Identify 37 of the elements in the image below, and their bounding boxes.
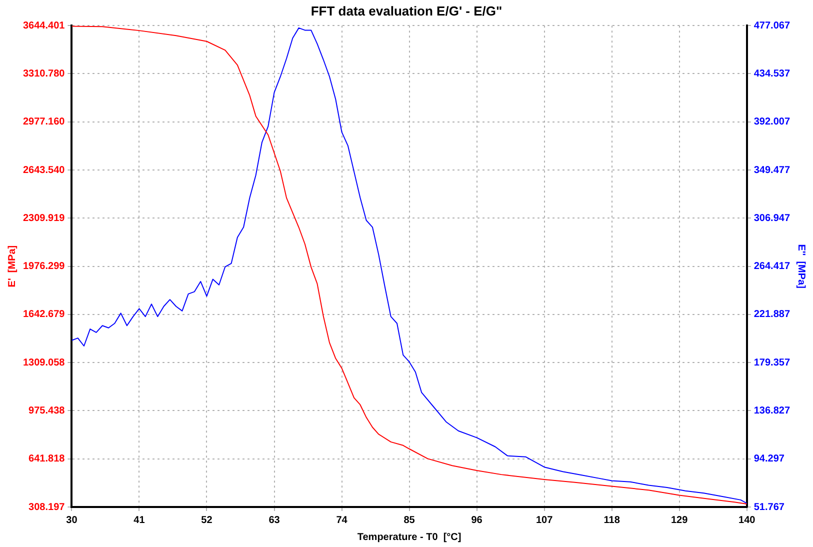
y-axis-title: E' [MPa] xyxy=(6,245,18,288)
y2-tick-label: 264.417 xyxy=(754,261,790,272)
x-tick-label: 129 xyxy=(670,514,688,526)
x-tick-label: 96 xyxy=(471,514,483,526)
y2-tick-label: 434.537 xyxy=(754,68,790,80)
x-tick-label: 107 xyxy=(536,514,554,526)
y2-tick-label: 306.947 xyxy=(754,212,790,224)
x-tick-label: 63 xyxy=(268,514,280,526)
y-tick-label: 641.818 xyxy=(28,454,66,465)
x-tick-label: 118 xyxy=(604,514,620,526)
y-tick-label: 975.438 xyxy=(28,405,66,416)
y-tick-label: 308.197 xyxy=(28,502,66,513)
y2-tick-label: 51.767 xyxy=(754,502,785,513)
y-tick-label: 2977.160 xyxy=(22,116,66,128)
y2-tick-label: 392.007 xyxy=(754,116,790,128)
y-tick-label: 3310.780 xyxy=(22,68,66,80)
x-tick-label: 52 xyxy=(201,514,213,526)
x-tick-label: 41 xyxy=(134,514,146,526)
chart-title: FFT data evaluation E/G' - E/G" xyxy=(310,3,502,18)
x-tick-label: 74 xyxy=(336,514,348,526)
x-tick-label: 140 xyxy=(738,514,756,526)
y-tick-label: 1642.679 xyxy=(22,309,66,320)
y2-tick-label: 179.357 xyxy=(754,357,790,368)
x-tick-label: 30 xyxy=(66,514,78,526)
y2-tick-label: 136.827 xyxy=(754,405,790,416)
y-tick-label: 2309.919 xyxy=(22,212,66,224)
y2-tick-label: 221.887 xyxy=(754,309,790,320)
y-tick-label: 1976.299 xyxy=(22,261,66,272)
y2-tick-label: 94.297 xyxy=(754,454,785,465)
x-tick-label: 85 xyxy=(404,514,416,526)
y-tick-label: 1309.058 xyxy=(22,357,66,368)
x-axis-title: Temperature - T0 [°C] xyxy=(357,532,462,543)
y2-tick-label: 349.477 xyxy=(754,164,790,176)
y-tick-label: 2643.540 xyxy=(22,164,66,176)
y2-axis-title: E'' [MPa] xyxy=(795,244,806,288)
y-tick-label: 3644.401 xyxy=(22,20,66,32)
y2-tick-label: 477.067 xyxy=(754,20,790,32)
